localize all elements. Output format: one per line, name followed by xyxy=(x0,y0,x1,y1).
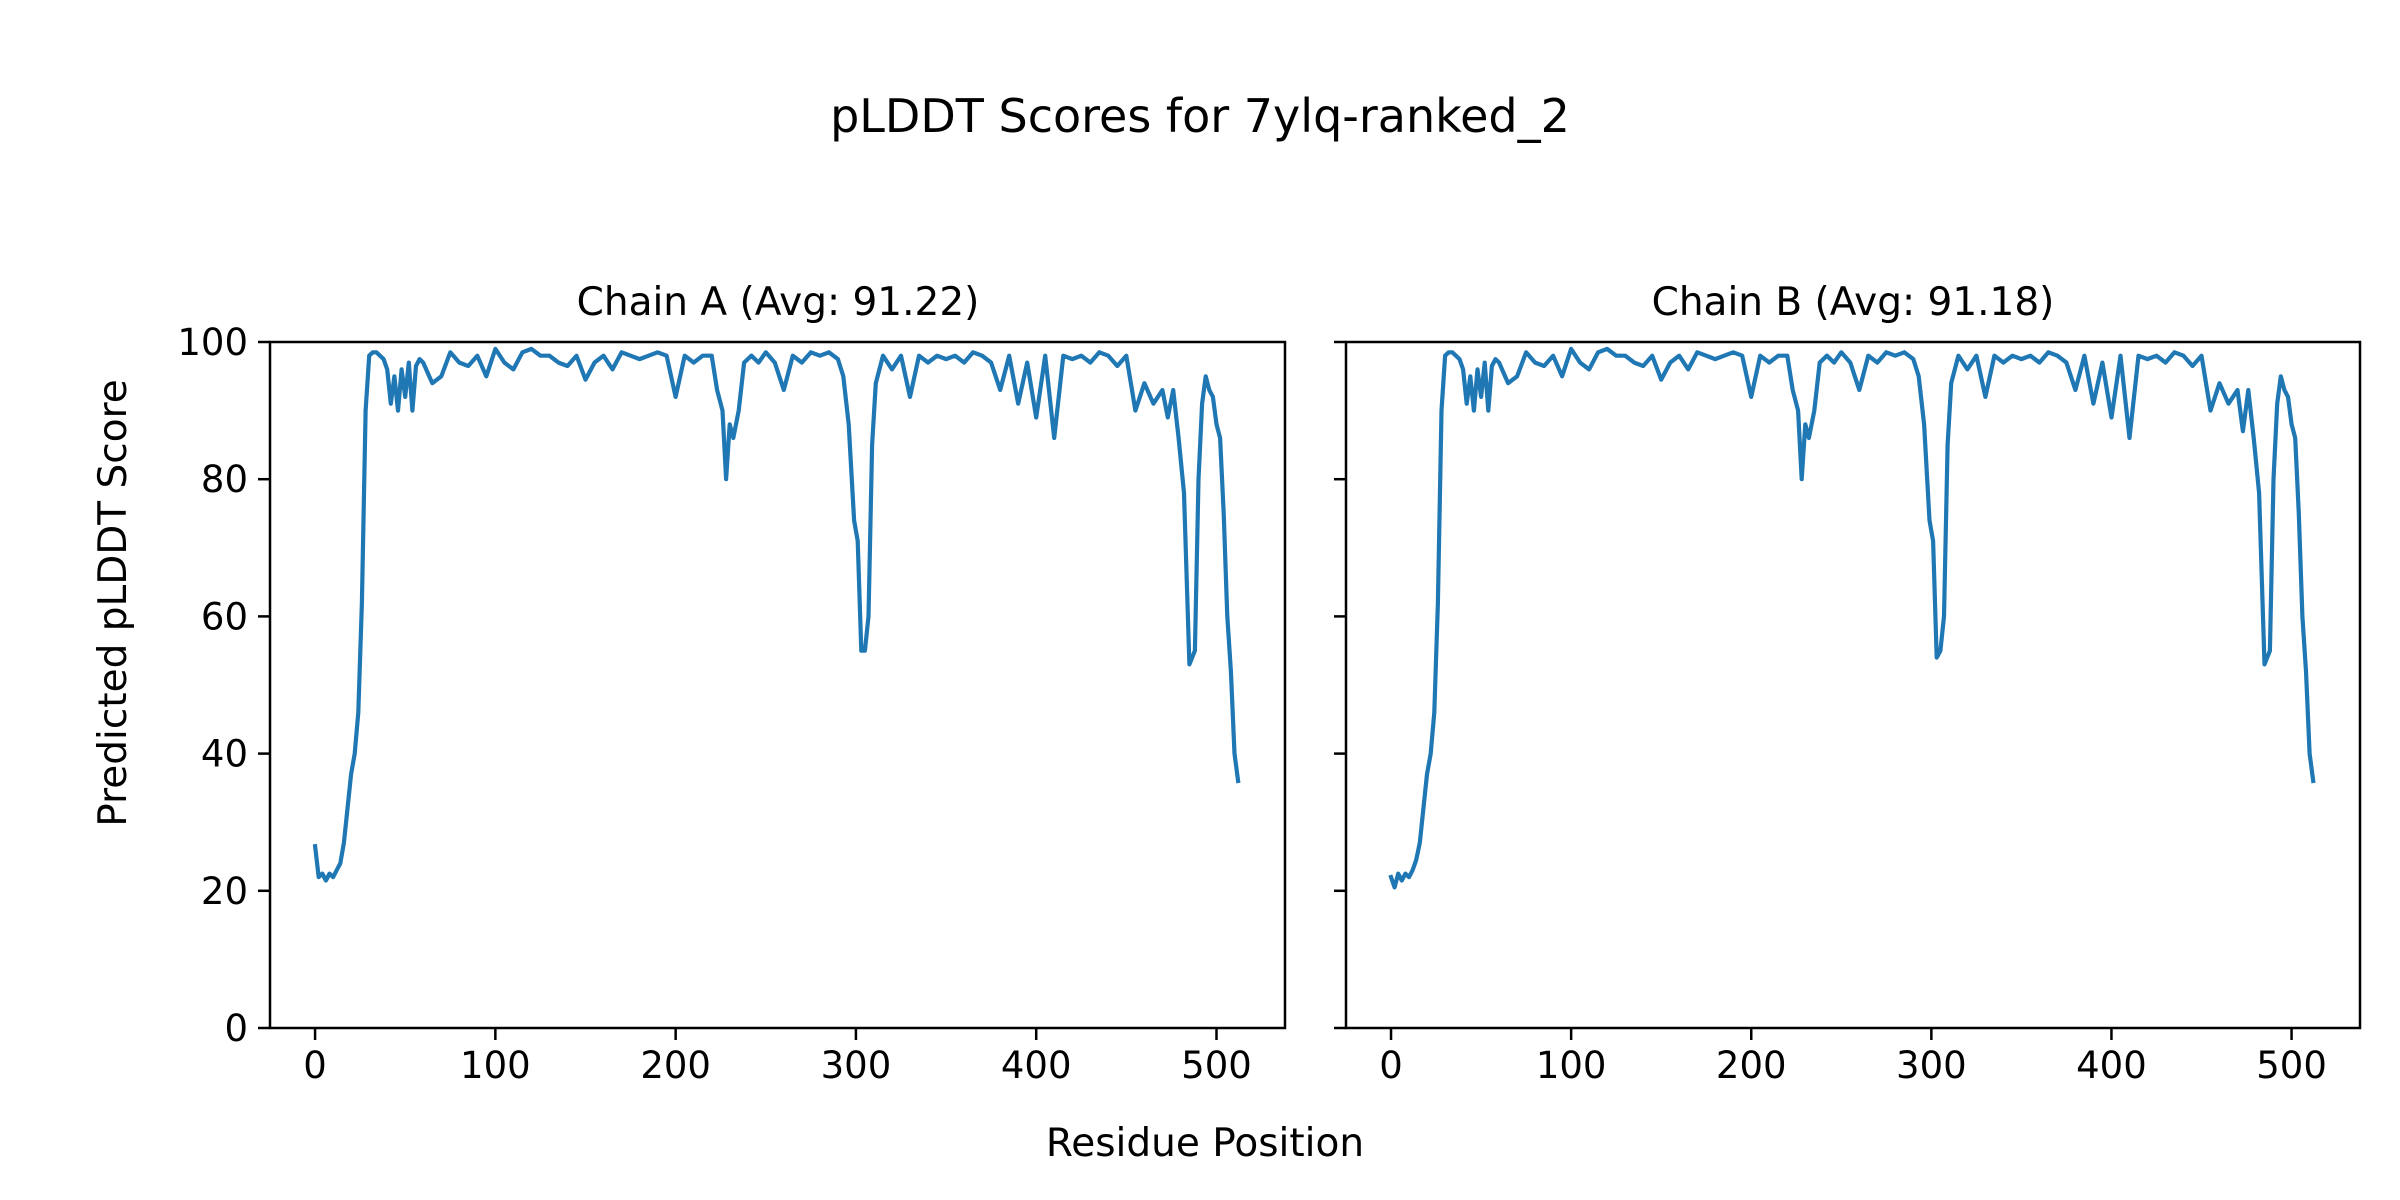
x-axis-label: Residue Position xyxy=(1046,1121,1364,1166)
y-axis-chain-b xyxy=(1334,340,1346,1030)
x-tick-label-chain-a: 0 xyxy=(303,1044,327,1087)
y-tick-label-chain-a: 60 xyxy=(201,595,248,638)
y-tick-label-chain-a: 100 xyxy=(177,321,248,364)
panel-title-chain-a: Chain A (Avg: 91.22) xyxy=(577,280,980,325)
x-axis-chain-b: 0 100 200 300 400 500 xyxy=(1379,1028,2327,1087)
series-line-chain-a xyxy=(312,346,1241,883)
y-axis-chain-a: 0 20 40 60 80 100 xyxy=(177,321,270,1050)
plot-frame-chain-b xyxy=(1344,340,2362,1030)
plot-frame-chain-a xyxy=(268,340,1287,1030)
x-tick-label-chain-b: 0 xyxy=(1379,1044,1403,1087)
x-tick-label-chain-b: 400 xyxy=(2076,1044,2147,1087)
y-tick-label-chain-a: 80 xyxy=(201,458,248,501)
x-tick-label-chain-a: 200 xyxy=(640,1044,711,1087)
figure-title: pLDDT Scores for 7ylq-ranked_2 xyxy=(830,89,1570,143)
x-tick-label-chain-b: 300 xyxy=(1896,1044,1967,1087)
y-tick-label-chain-a: 40 xyxy=(201,733,248,776)
x-tick-label-chain-a: 100 xyxy=(460,1044,531,1087)
x-tick-label-chain-b: 500 xyxy=(2256,1044,2327,1087)
x-tick-label-chain-a: 500 xyxy=(1181,1044,1252,1087)
chart-panel-chain-a: Chain A (Avg: 91.22) 0 100 200 300 400 500 0 2… xyxy=(177,280,1287,1087)
x-tick-label-chain-a: 300 xyxy=(821,1044,892,1087)
y-axis-label: Predicted pLDDT Score xyxy=(91,379,136,826)
x-tick-label-chain-b: 200 xyxy=(1716,1044,1787,1087)
y-tick-label-chain-a: 20 xyxy=(201,870,248,913)
x-tick-label-chain-b: 100 xyxy=(1536,1044,1607,1087)
panel-title-chain-b: Chain B (Avg: 91.18) xyxy=(1652,280,2055,325)
series-line-chain-b xyxy=(1388,346,2316,890)
chart-panel-chain-b: Chain B (Avg: 91.18) 0 100 200 300 400 500 xyxy=(1334,280,2362,1087)
x-axis-chain-a: 0 100 200 300 400 500 xyxy=(303,1028,1252,1087)
x-tick-label-chain-a: 400 xyxy=(1001,1044,1072,1087)
y-tick-label-chain-a: 0 xyxy=(224,1007,248,1050)
